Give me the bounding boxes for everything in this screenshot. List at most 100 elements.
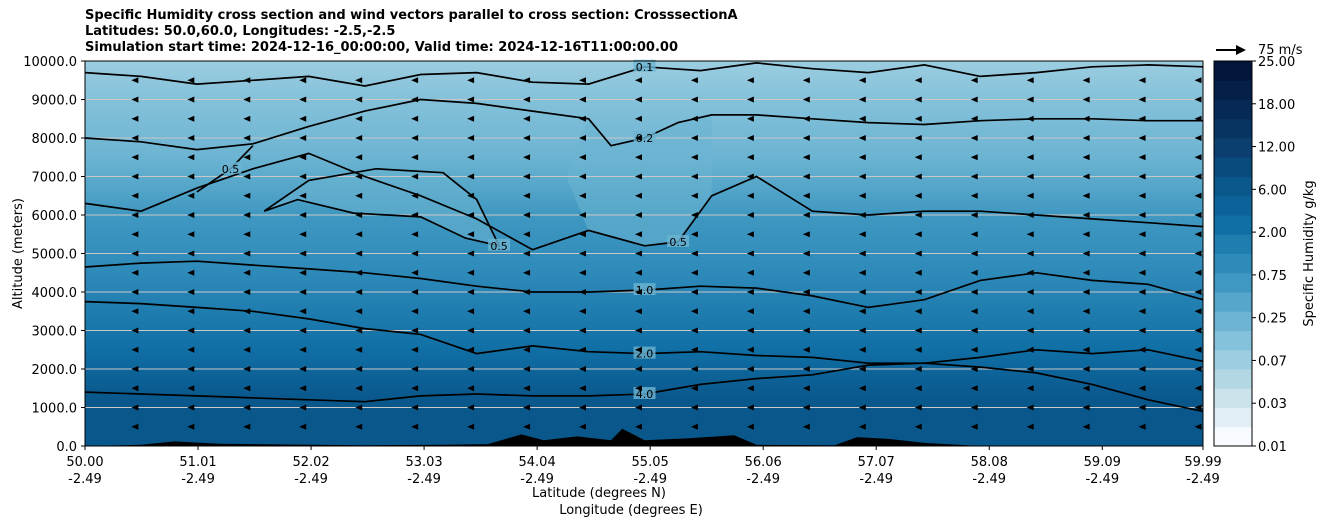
terrain-profile <box>85 428 981 446</box>
wind-vector <box>914 135 922 141</box>
wind-vector <box>802 173 810 180</box>
wind-vector <box>690 269 698 276</box>
wind-vector <box>355 231 363 238</box>
wind-vector <box>187 327 195 334</box>
y-tick-label: 3000.0 <box>32 325 78 340</box>
wind-vector <box>802 96 810 103</box>
wind-vector <box>1082 115 1090 122</box>
wind-vector <box>355 212 363 218</box>
wind-vector <box>1194 308 1202 315</box>
wind-vector <box>802 308 810 315</box>
wind-vector <box>187 366 195 372</box>
colorbar-band <box>1214 292 1252 312</box>
wind-vector <box>523 366 531 372</box>
wind-vector <box>690 366 698 372</box>
wind-vector <box>690 346 698 353</box>
wind-vector <box>467 96 475 103</box>
wind-vector <box>970 231 978 238</box>
wind-vector <box>634 154 642 161</box>
wind-vector <box>187 423 195 430</box>
chart-title-line-2: Latitudes: 50.0,60.0, Longitudes: -2.5,-… <box>85 24 396 39</box>
wind-vector <box>1082 212 1090 218</box>
wind-vector <box>858 327 866 334</box>
wind-vector <box>299 308 307 315</box>
wind-vector <box>970 96 978 103</box>
wind-vector <box>187 308 195 315</box>
wind-vector <box>746 115 754 122</box>
wind-vector <box>579 423 587 430</box>
wind-vector <box>243 96 251 103</box>
wind-vector <box>1082 96 1090 103</box>
wind-vector <box>1082 366 1090 372</box>
wind-vector <box>1026 346 1034 353</box>
wind-vector <box>187 231 195 238</box>
wind-vector <box>411 385 419 392</box>
wind-vector <box>690 231 698 238</box>
wind-vector <box>634 231 642 238</box>
wind-vector <box>467 385 475 392</box>
wind-vector <box>802 269 810 276</box>
wind-vector <box>802 250 810 257</box>
wind-vector <box>1082 192 1090 199</box>
wind-vector <box>187 289 195 295</box>
contour-label-bg <box>633 387 656 400</box>
colorbar-band <box>1214 330 1252 351</box>
wind-vector <box>690 115 698 122</box>
colorbar-band <box>1214 388 1252 408</box>
wind-vector <box>523 250 531 257</box>
wind-vector <box>131 115 139 122</box>
wind-vector <box>131 269 139 276</box>
wind-vector <box>746 269 754 276</box>
wind-vector <box>523 96 531 103</box>
wind-vector <box>299 250 307 257</box>
wind-vector <box>746 154 754 161</box>
wind-vector <box>914 366 922 372</box>
wind-vector <box>1194 173 1202 180</box>
wind-vector <box>634 346 642 353</box>
wind-vector <box>690 173 698 180</box>
wind-vector <box>1082 269 1090 276</box>
chart-title-line-1: Specific Humidity cross section and wind… <box>85 8 738 23</box>
wind-vector <box>634 308 642 315</box>
wind-vector <box>243 192 251 199</box>
wind-vector <box>690 77 698 84</box>
wind-vector <box>579 154 587 161</box>
x-tick-label-lat: 55.05 <box>632 455 669 470</box>
colorbar-band <box>1214 99 1252 120</box>
wind-vector <box>1194 289 1202 295</box>
x-tick-label-lat: 51.01 <box>179 455 216 470</box>
wind-vector <box>1194 327 1202 334</box>
wind-vector <box>299 115 307 122</box>
wind-vector <box>802 135 810 141</box>
wind-vector <box>802 346 810 353</box>
wind-vector <box>579 346 587 353</box>
wind-vector <box>523 269 531 276</box>
wind-vector <box>299 192 307 199</box>
wind-vector <box>858 404 866 411</box>
colorbar-tick-label: 6.00 <box>1258 183 1287 198</box>
wind-vector <box>746 135 754 141</box>
wind-vector <box>746 231 754 238</box>
wind-vector <box>690 96 698 103</box>
wind-vector <box>1138 173 1146 180</box>
x-tick-label-lon: -2.49 <box>407 472 441 487</box>
wind-vector <box>579 289 587 295</box>
wind-vector <box>411 308 419 315</box>
wind-vector <box>1194 250 1202 257</box>
wind-vector <box>579 77 587 84</box>
wind-vector <box>690 423 698 430</box>
wind-vector <box>187 192 195 199</box>
wind-vector <box>299 154 307 161</box>
contour-label: 0.1 <box>636 61 654 74</box>
colorbar-frame <box>1213 60 1253 447</box>
wind-vector <box>243 250 251 257</box>
wind-vector <box>1138 289 1146 295</box>
wind-vector <box>299 269 307 276</box>
wind-vector <box>187 404 195 411</box>
wind-vector <box>299 212 307 218</box>
wind-vector <box>579 115 587 122</box>
wind-vector <box>634 135 642 141</box>
wind-vector <box>411 250 419 257</box>
wind-vector <box>1194 346 1202 353</box>
